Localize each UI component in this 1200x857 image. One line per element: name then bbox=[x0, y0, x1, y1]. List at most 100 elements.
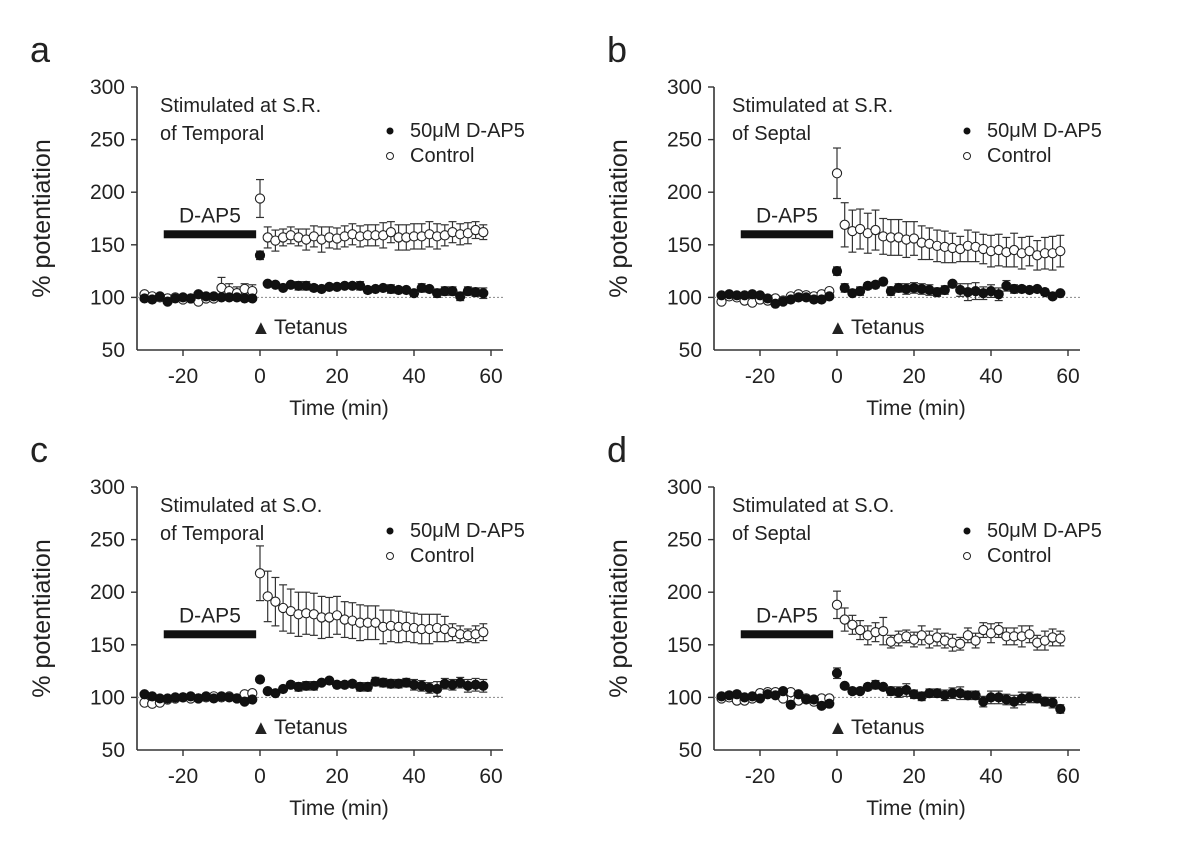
data-point-control bbox=[478, 227, 489, 238]
x-axis-title: Time (min) bbox=[289, 797, 389, 820]
legend-open-circle-icon bbox=[963, 552, 971, 560]
x-tick-label: 20 bbox=[902, 365, 925, 388]
x-tick-label: 20 bbox=[902, 765, 925, 788]
data-point-control bbox=[254, 193, 266, 204]
data-point-dap5 bbox=[408, 288, 420, 299]
series-dap5 bbox=[139, 250, 489, 307]
tetanus-triangle-icon: ▲ bbox=[828, 717, 848, 739]
data-point-dap5 bbox=[247, 293, 258, 304]
data-point-control bbox=[831, 599, 843, 610]
data-point-dap5 bbox=[831, 266, 843, 277]
data-point-dap5 bbox=[831, 668, 843, 679]
data-point-dap5 bbox=[839, 282, 850, 294]
data-point-dap5 bbox=[793, 689, 804, 700]
drug-bar-label: D-AP5 bbox=[179, 604, 241, 627]
data-point-dap5 bbox=[278, 683, 289, 695]
x-tick-label: 40 bbox=[979, 765, 1002, 788]
legend-label-dap5: 50μM D-AP5 bbox=[987, 520, 1102, 542]
tetanus-triangle-icon: ▲ bbox=[251, 317, 271, 339]
data-point-dap5 bbox=[355, 280, 366, 291]
x-axis-title: Time (min) bbox=[866, 797, 966, 820]
y-axis-title: % potentiation bbox=[605, 539, 633, 697]
drug-application-bar bbox=[740, 630, 834, 639]
data-point-control bbox=[847, 619, 858, 630]
y-axis-title: % potentiation bbox=[28, 139, 56, 297]
data-point-dap5 bbox=[362, 681, 373, 692]
data-point-dap5 bbox=[947, 278, 958, 289]
tetanus-label: Tetanus bbox=[274, 316, 348, 339]
tetanus-label: Tetanus bbox=[851, 316, 925, 339]
x-tick-label: 40 bbox=[402, 365, 425, 388]
data-point-control bbox=[370, 617, 381, 628]
y-tick-label: 100 bbox=[90, 286, 125, 309]
series-dap5 bbox=[139, 674, 489, 707]
y-tick-label: 200 bbox=[90, 581, 125, 604]
y-tick-label: 100 bbox=[667, 686, 702, 709]
y-tick-label: 50 bbox=[679, 339, 702, 362]
x-tick-label: -20 bbox=[168, 365, 198, 388]
x-tick-label: 20 bbox=[325, 765, 348, 788]
y-tick-label: 100 bbox=[90, 686, 125, 709]
legend-filled-circle-icon bbox=[963, 527, 971, 535]
data-point-control bbox=[1024, 629, 1035, 640]
data-point-dap5 bbox=[855, 685, 866, 697]
data-point-dap5 bbox=[824, 291, 835, 302]
y-tick-label: 200 bbox=[90, 181, 125, 204]
legend-label-control: Control bbox=[410, 145, 474, 167]
y-tick-label: 50 bbox=[102, 339, 125, 362]
x-tick-label: 0 bbox=[254, 365, 266, 388]
y-tick-label: 200 bbox=[667, 581, 702, 604]
legend-filled-circle-icon bbox=[386, 127, 394, 135]
data-point-dap5 bbox=[247, 694, 258, 705]
data-point-dap5 bbox=[1055, 703, 1066, 715]
panel-letter: d bbox=[607, 429, 627, 470]
x-tick-label: 40 bbox=[402, 765, 425, 788]
drug-application-bar bbox=[163, 630, 257, 639]
drug-bar-label: D-AP5 bbox=[756, 204, 818, 227]
data-point-dap5 bbox=[447, 285, 458, 297]
data-point-control bbox=[970, 635, 981, 646]
x-tick-label: 20 bbox=[325, 365, 348, 388]
panel-title-line1: Stimulated at S.O. bbox=[732, 495, 894, 517]
x-tick-label: -20 bbox=[168, 765, 198, 788]
data-point-dap5 bbox=[324, 675, 335, 686]
x-tick-label: 60 bbox=[479, 365, 502, 388]
legend-label-dap5: 50μM D-AP5 bbox=[410, 120, 525, 142]
data-point-control bbox=[854, 624, 866, 636]
data-point-dap5 bbox=[762, 293, 773, 304]
y-axis-title: % potentiation bbox=[28, 539, 56, 697]
data-point-dap5 bbox=[185, 293, 196, 304]
data-point-dap5 bbox=[808, 694, 819, 705]
tetanus-label: Tetanus bbox=[851, 716, 925, 739]
drug-bar-label: D-AP5 bbox=[756, 604, 818, 627]
panel-a: a Stimulated at S.R. of Temporal 50 100 150 20… bbox=[28, 29, 525, 420]
legend-label-dap5: 50μM D-AP5 bbox=[987, 120, 1102, 142]
drug-bar-label: D-AP5 bbox=[179, 204, 241, 227]
drug-application-bar bbox=[163, 230, 257, 239]
panel-title-line2: of Septal bbox=[732, 123, 811, 145]
tetanus-triangle-icon: ▲ bbox=[828, 317, 848, 339]
data-point-dap5 bbox=[1039, 287, 1050, 298]
data-point-dap5 bbox=[270, 688, 281, 699]
data-point-control bbox=[270, 596, 281, 607]
data-point-dap5 bbox=[785, 699, 796, 710]
panel-letter: c bbox=[30, 429, 48, 470]
data-point-dap5 bbox=[978, 696, 989, 707]
data-point-dap5 bbox=[939, 284, 950, 296]
legend-open-circle-icon bbox=[386, 552, 394, 560]
legend-label-control: Control bbox=[987, 145, 1051, 167]
data-point-control bbox=[839, 614, 850, 625]
tetanus-triangle-icon: ▲ bbox=[251, 717, 271, 739]
data-point-dap5 bbox=[878, 276, 889, 287]
data-point-control bbox=[908, 233, 920, 244]
panel-c: c Stimulated at S.O. of Temporal 50 100 150 20… bbox=[28, 429, 525, 820]
y-tick-label: 150 bbox=[667, 234, 702, 257]
data-point-control bbox=[1024, 245, 1035, 257]
y-tick-label: 300 bbox=[90, 76, 125, 99]
x-tick-label: 0 bbox=[254, 765, 266, 788]
series-dap5 bbox=[716, 266, 1066, 309]
series-control bbox=[716, 147, 1066, 308]
